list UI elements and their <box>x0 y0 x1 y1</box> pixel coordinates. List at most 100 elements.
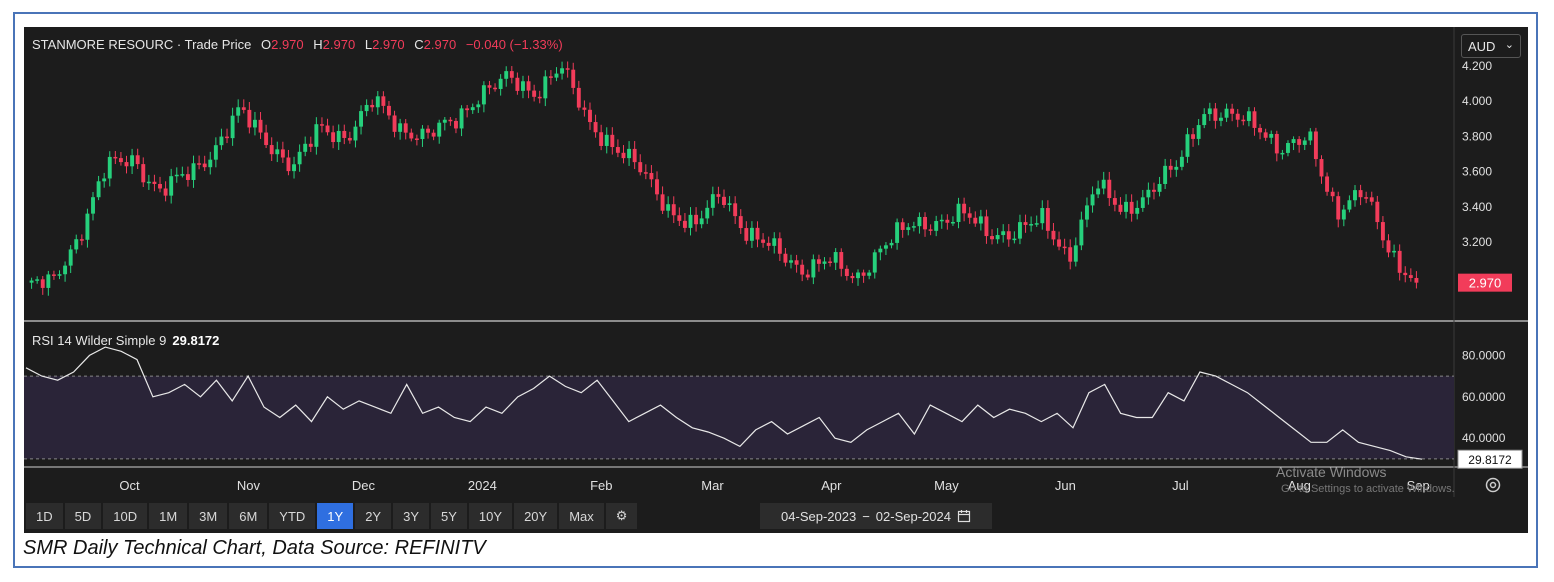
last-price-tag: 2.970 <box>1469 276 1502 291</box>
candle-body <box>135 155 140 165</box>
candle-body <box>1146 189 1151 198</box>
candle-body <box>1397 250 1402 273</box>
candle-body <box>599 132 604 146</box>
candle-body <box>141 164 146 183</box>
last-rsi-tag: 29.8172 <box>1468 453 1512 467</box>
candle-body <box>437 122 442 137</box>
candle-body <box>800 264 805 275</box>
candle-body <box>984 216 989 237</box>
timeframe-settings-gear-icon[interactable]: ⚙ <box>605 503 638 529</box>
candle-body <box>96 181 101 198</box>
currency-dropdown[interactable]: AUD ⌄ <box>1461 34 1521 58</box>
candle-body <box>247 109 252 128</box>
candle-body <box>610 134 615 148</box>
candle-body <box>956 203 961 222</box>
candle-body <box>1057 239 1061 247</box>
candle-body <box>839 252 844 269</box>
candle-body <box>805 274 810 278</box>
candle-body <box>537 96 542 99</box>
candle-body <box>928 229 933 231</box>
price-axis-ticks: 3.200 3.400 3.600 3.800 4.000 4.200 <box>1462 59 1492 249</box>
candle-body <box>1280 152 1285 155</box>
candle-body <box>470 107 475 111</box>
close-value: 2.970 <box>423 37 457 52</box>
price-tick-label: 4.200 <box>1462 59 1492 73</box>
candle-body <box>185 174 190 180</box>
timeframe-button-5y[interactable]: 5Y <box>431 503 467 529</box>
candle-body <box>1386 240 1391 253</box>
candle-body <box>1163 165 1168 184</box>
candle-body <box>1129 201 1134 214</box>
candle-body <box>387 105 391 116</box>
candle-body <box>1207 108 1212 115</box>
candle-body <box>822 261 827 264</box>
high-value: 2.970 <box>322 37 356 52</box>
time-tick-label: Feb <box>590 478 612 493</box>
timeframe-button-2y[interactable]: 2Y <box>355 503 392 529</box>
candle-body <box>1235 113 1240 120</box>
timeframe-button-5d[interactable]: 5D <box>64 503 102 529</box>
candle-body <box>487 85 492 88</box>
timeframe-button-ytd[interactable]: YTD <box>269 503 316 529</box>
candle-body <box>1174 166 1179 170</box>
candle-body <box>336 130 341 143</box>
candle-body <box>113 156 118 159</box>
candle-body <box>666 204 671 211</box>
candle-body <box>649 172 654 180</box>
candle-body <box>1179 156 1184 167</box>
candle-body <box>990 236 994 240</box>
date-range-picker[interactable]: 04-Sep-2023 − 02-Sep-2024 <box>760 503 992 529</box>
timeframe-button-3m[interactable]: 3M <box>189 503 228 529</box>
candle-body <box>57 274 62 276</box>
candle-body <box>917 216 922 227</box>
candle-body <box>744 228 749 241</box>
timeframe-button-3y[interactable]: 3Y <box>393 503 430 529</box>
chevron-down-icon: ⌄ <box>1504 39 1514 51</box>
timeframe-button-20y[interactable]: 20Y <box>514 503 558 529</box>
candle-body <box>252 119 257 128</box>
candle-body <box>124 162 129 167</box>
timeframe-button-max[interactable]: Max <box>559 503 604 529</box>
timeframe-button-6m[interactable]: 6M <box>229 503 268 529</box>
candle-body <box>1375 201 1380 223</box>
candle-body <box>74 239 79 250</box>
candle-body <box>1414 277 1419 283</box>
currency-label: AUD <box>1468 39 1496 54</box>
candle-body <box>476 104 481 108</box>
timeframe-button-10y[interactable]: 10Y <box>468 503 513 529</box>
candle-body <box>197 163 202 165</box>
candle-body <box>565 68 570 70</box>
timeframe-button-1y[interactable]: 1Y <box>317 503 354 529</box>
candle-body <box>1040 208 1045 224</box>
candle-body <box>772 238 777 246</box>
settings-gear-icon[interactable] <box>1484 476 1502 494</box>
rsi-axis-ticks: 40.0000 60.0000 80.0000 <box>1462 348 1506 445</box>
candle-body <box>755 227 760 240</box>
time-tick-label: Oct <box>119 478 140 493</box>
candle-body <box>582 107 587 110</box>
timeframe-button-1m[interactable]: 1M <box>149 503 188 529</box>
candle-body <box>1006 231 1011 240</box>
figure-caption: SMR Daily Technical Chart, Data Source: … <box>23 537 486 559</box>
candle-body <box>454 120 458 129</box>
candle-body <box>833 252 838 263</box>
candle-body <box>370 104 375 108</box>
candle-body <box>158 183 162 189</box>
candle-body <box>1191 134 1196 139</box>
candle-body <box>1330 191 1335 197</box>
timeframe-button-10d[interactable]: 10D <box>103 503 148 529</box>
rsi-series-line <box>25 346 1423 460</box>
change-value: −0.040 (−1.33%) <box>465 37 563 52</box>
candle-body <box>392 115 397 132</box>
candle-body <box>308 143 313 147</box>
candle-body <box>872 252 877 273</box>
candle-body <box>688 214 693 228</box>
price-tick-label: 3.400 <box>1462 200 1492 214</box>
candle-body <box>1045 208 1050 231</box>
instrument-header: STANMORE RESOURC · Trade Price O2.970 H2… <box>32 37 563 52</box>
timeframe-button-1d[interactable]: 1D <box>26 503 63 529</box>
candle-body <box>1308 131 1313 141</box>
candle-body <box>1157 183 1162 192</box>
last-price-tag-bg <box>1458 273 1512 292</box>
candle-body <box>118 158 123 163</box>
